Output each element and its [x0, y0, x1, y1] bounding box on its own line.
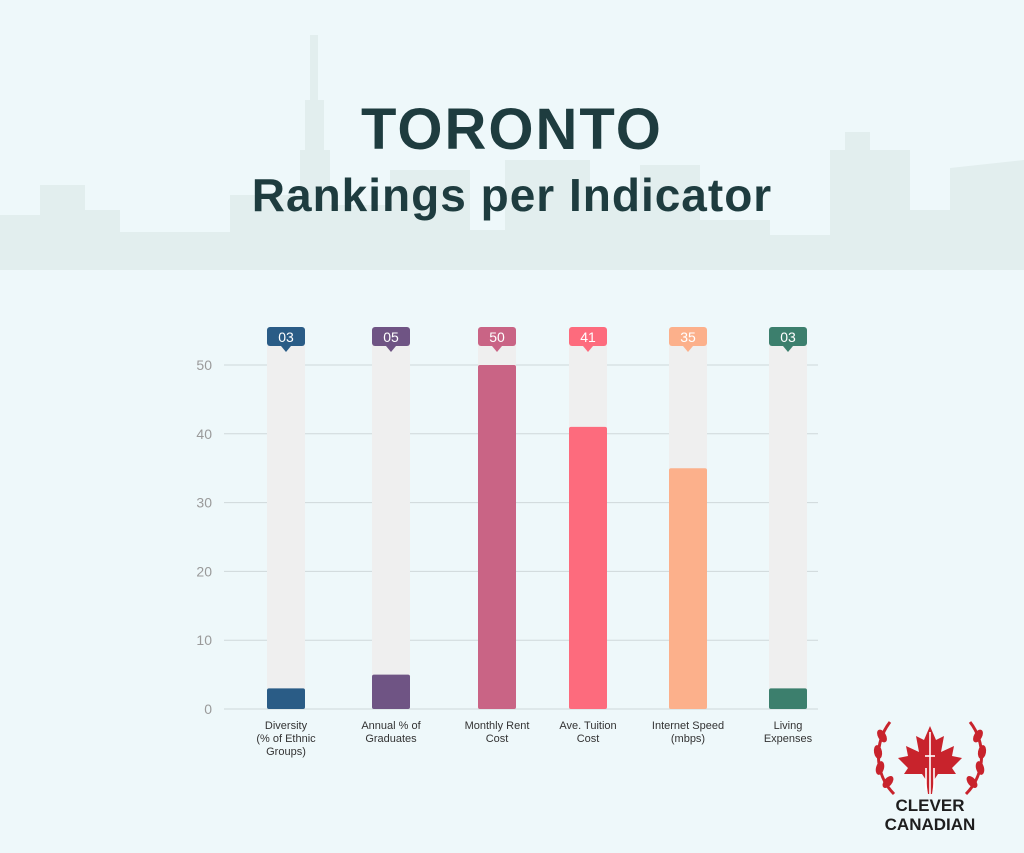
x-category-label: Ave. Tuition: [559, 720, 616, 732]
bar-track: [372, 338, 410, 709]
x-category-label: Cost: [486, 733, 509, 745]
badge-pointer: [386, 346, 396, 352]
bar: [478, 365, 516, 709]
bar-value-label: 41: [580, 329, 596, 345]
y-tick-label: 0: [204, 701, 212, 717]
badge-pointer: [583, 346, 593, 352]
badge-pointer: [281, 346, 291, 352]
skyline-background: [0, 35, 1024, 270]
bar-value-label: 03: [780, 329, 796, 345]
bar-value-badge: [267, 327, 305, 346]
x-category-label: Internet Speed: [652, 720, 724, 732]
bar: [267, 688, 305, 709]
bar: [669, 468, 707, 709]
bar: [569, 426, 607, 709]
y-tick-label: 50: [196, 357, 212, 373]
x-category-label: Expenses: [764, 733, 813, 745]
x-category-label: Graduates: [365, 733, 417, 745]
x-category-label: Diversity: [265, 720, 308, 732]
x-category-label: Cost: [577, 733, 600, 745]
badge-pointer: [683, 346, 693, 352]
x-category-label: Groups): [266, 746, 306, 758]
bar-value-label: 05: [383, 329, 399, 345]
y-tick-label: 20: [196, 563, 212, 579]
y-tick-label: 40: [196, 426, 212, 442]
logo-text-clever: CLEVER: [895, 796, 965, 815]
bar: [372, 674, 410, 709]
x-category-label: (% of Ethnic: [256, 733, 316, 745]
page-title: TORONTO: [361, 97, 663, 162]
bar-track: [267, 338, 305, 709]
bar-value-badge: [372, 327, 410, 346]
clever-canadian-logo: [873, 721, 987, 796]
x-category-label: Monthly Rent: [465, 720, 530, 732]
y-tick-label: 10: [196, 632, 212, 648]
x-category-label: Annual % of: [361, 720, 421, 732]
bar-value-badge: [478, 327, 516, 346]
badge-pointer: [492, 346, 502, 352]
bar-value-label: 35: [680, 329, 696, 345]
bar-value-label: 03: [278, 329, 294, 345]
bar-track: [769, 338, 807, 709]
bar-value-badge: [669, 327, 707, 346]
bar-value-badge: [569, 327, 607, 346]
badge-pointer: [783, 346, 793, 352]
logo-text-canadian: CANADIAN: [884, 815, 976, 834]
x-category-label: Living: [774, 720, 803, 732]
bar-value-label: 50: [489, 329, 505, 345]
page-subtitle: Rankings per Indicator: [251, 169, 773, 221]
bar: [769, 688, 807, 709]
y-tick-label: 30: [196, 495, 212, 511]
x-category-label: (mbps): [671, 733, 705, 745]
bar-value-badge: [769, 327, 807, 346]
